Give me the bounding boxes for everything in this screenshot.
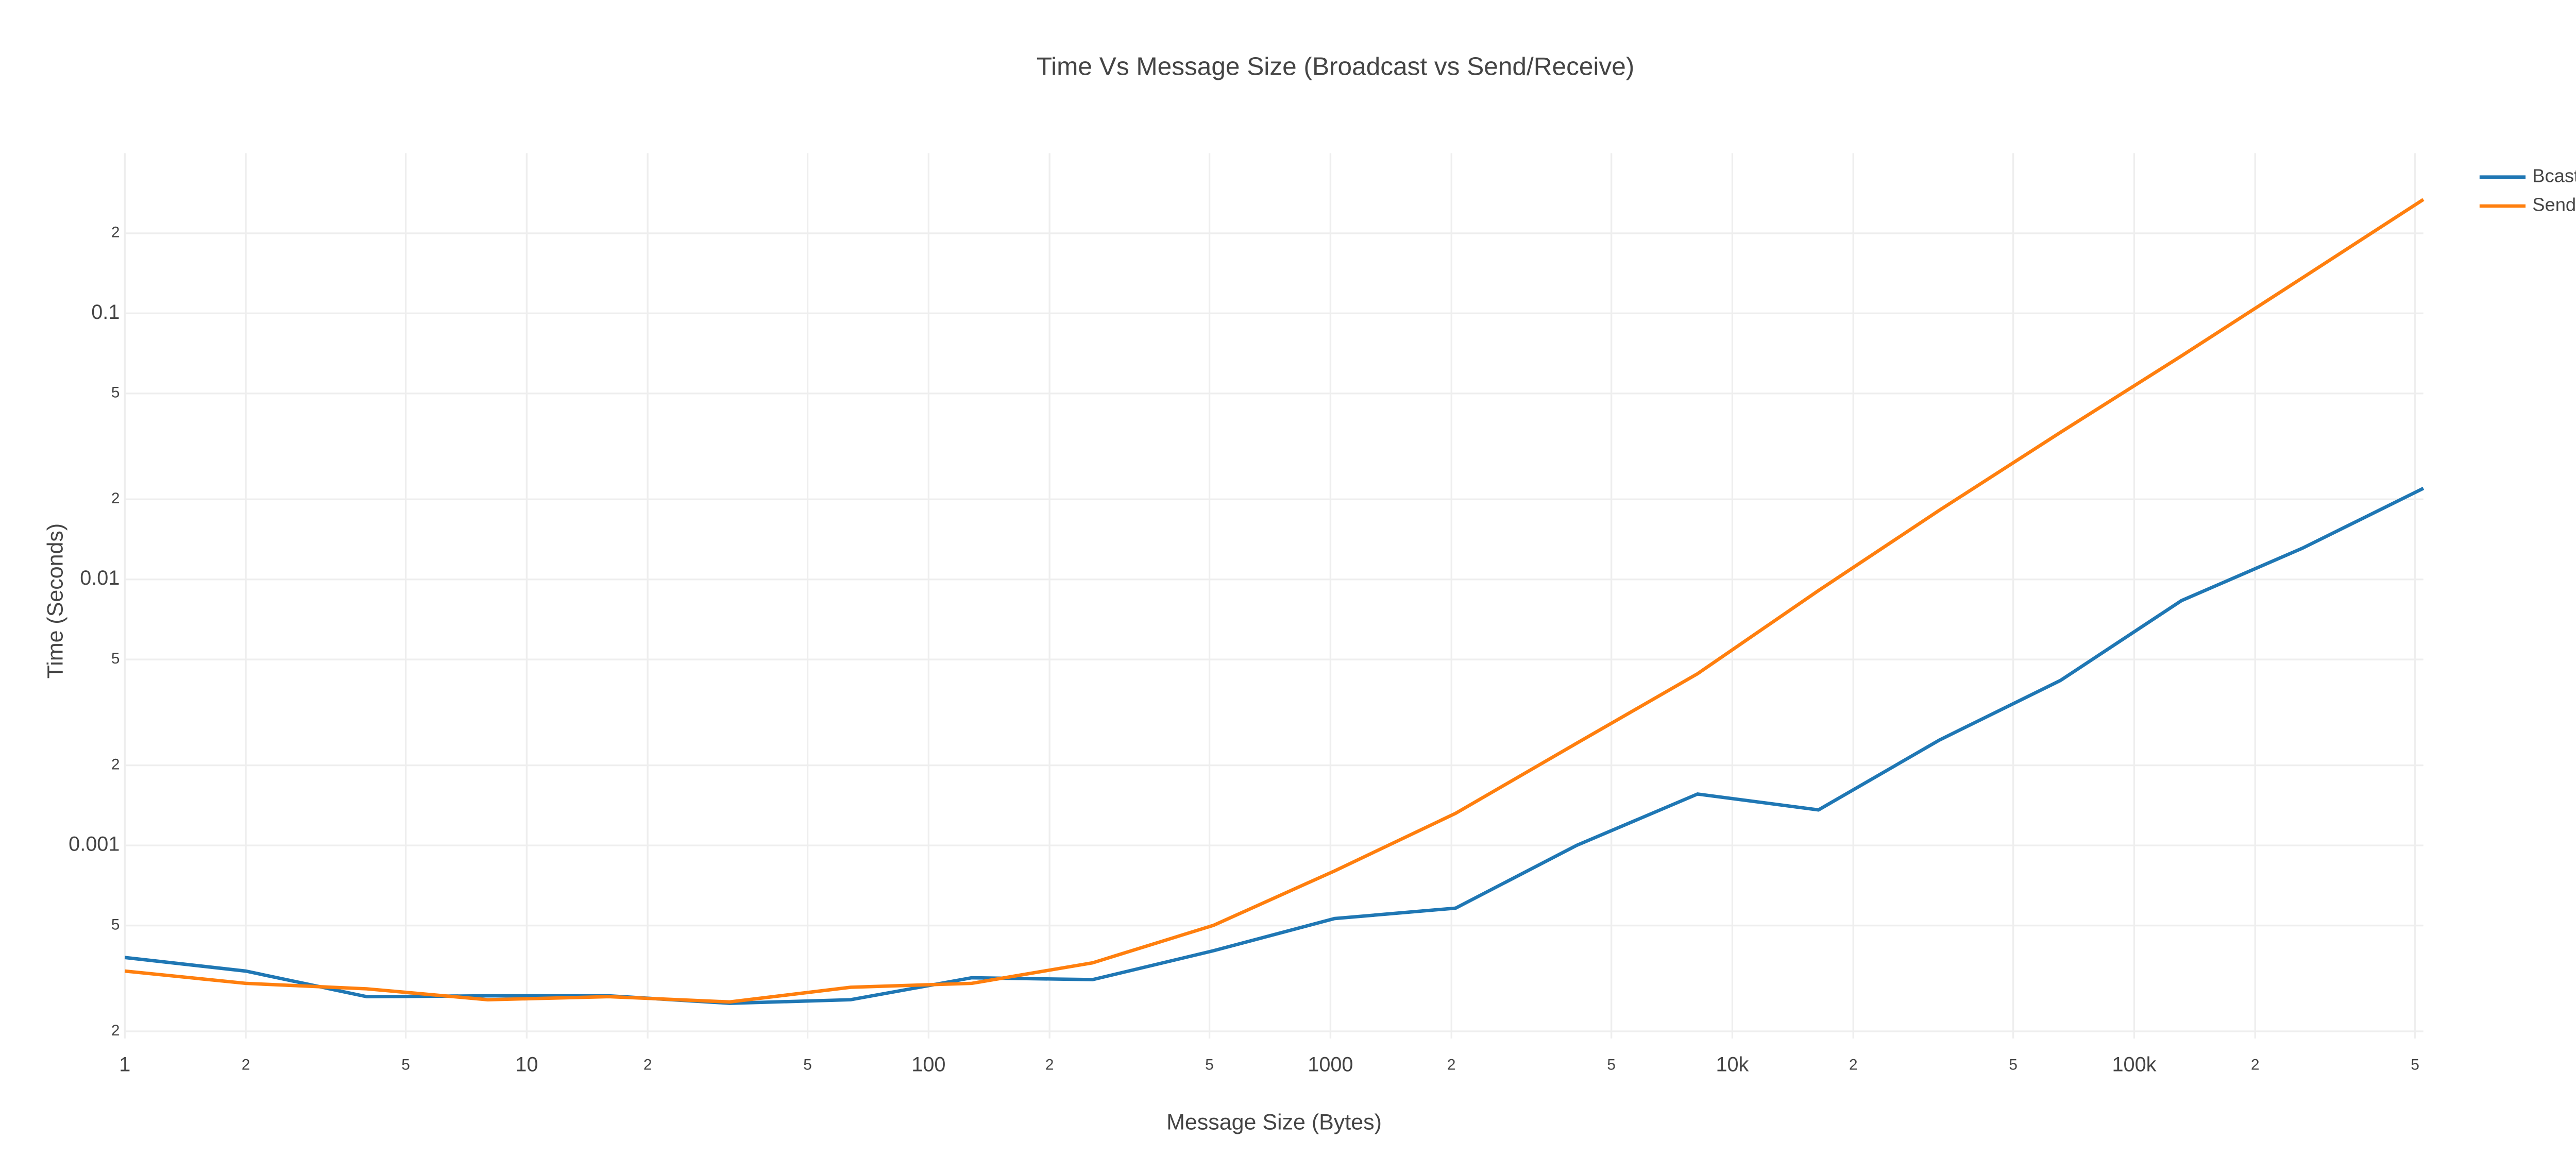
x-tick-label: 2 bbox=[643, 1057, 652, 1074]
legend-label: Bcast/16 bbox=[2532, 165, 2576, 186]
legend-label: SendRecv/16 bbox=[2532, 194, 2576, 215]
y-axis-label: Time (Seconds) bbox=[43, 523, 67, 679]
y-tick-label: 2 bbox=[111, 756, 120, 773]
y-tick-label: 2 bbox=[111, 224, 120, 241]
x-tick-label: 2 bbox=[1447, 1057, 1456, 1074]
chart-title: Time Vs Message Size (Broadcast vs Send/… bbox=[1037, 52, 1635, 80]
y-tick-label: 0.1 bbox=[91, 301, 120, 324]
x-axis-label: Message Size (Bytes) bbox=[1166, 1110, 1382, 1135]
y-tick-label: 5 bbox=[111, 650, 120, 667]
x-tick-label: 5 bbox=[1607, 1057, 1616, 1074]
y-tick-label: 2 bbox=[111, 1022, 120, 1039]
x-tick-label: 2 bbox=[242, 1057, 250, 1074]
series-line bbox=[124, 486, 2425, 1005]
x-tick-label: 10 bbox=[515, 1053, 538, 1076]
y-tick-label: 0.001 bbox=[69, 833, 120, 856]
x-tick-label: 100 bbox=[911, 1053, 945, 1076]
x-tick-label: 1 bbox=[119, 1053, 130, 1076]
x-tick-label: 1000 bbox=[1308, 1053, 1353, 1076]
x-tick-label: 5 bbox=[2411, 1057, 2419, 1074]
x-tick-label: 5 bbox=[1205, 1057, 1214, 1074]
x-tick-label: 5 bbox=[401, 1057, 410, 1074]
x-tick-label: 2 bbox=[2251, 1057, 2260, 1074]
y-tick-label: 0.01 bbox=[80, 567, 120, 589]
y-tick-label: 5 bbox=[111, 916, 120, 933]
x-tick-label: 100k bbox=[2112, 1053, 2156, 1076]
y-tick-label: 2 bbox=[111, 490, 120, 507]
x-tick-label: 5 bbox=[803, 1057, 812, 1074]
series-line bbox=[124, 198, 2425, 1004]
x-tick-label: 5 bbox=[2009, 1057, 2018, 1074]
x-tick-label: 2 bbox=[1849, 1057, 1858, 1074]
x-tick-label: 10k bbox=[1716, 1053, 1749, 1076]
y-tick-label: 5 bbox=[111, 384, 120, 401]
x-tick-label: 2 bbox=[1045, 1057, 1054, 1074]
